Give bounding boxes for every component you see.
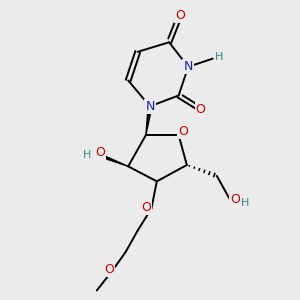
Text: N: N: [145, 100, 155, 113]
Text: H: H: [241, 198, 250, 208]
Text: O: O: [142, 201, 152, 214]
Text: O: O: [104, 263, 114, 276]
Polygon shape: [96, 153, 128, 166]
Text: O: O: [178, 125, 188, 138]
Text: O: O: [175, 8, 185, 22]
Text: O: O: [95, 146, 105, 159]
Text: H: H: [83, 151, 92, 160]
Text: H: H: [214, 52, 223, 62]
Text: O: O: [196, 103, 206, 116]
Text: N: N: [184, 60, 193, 73]
Polygon shape: [146, 106, 152, 135]
Text: O: O: [230, 193, 240, 206]
